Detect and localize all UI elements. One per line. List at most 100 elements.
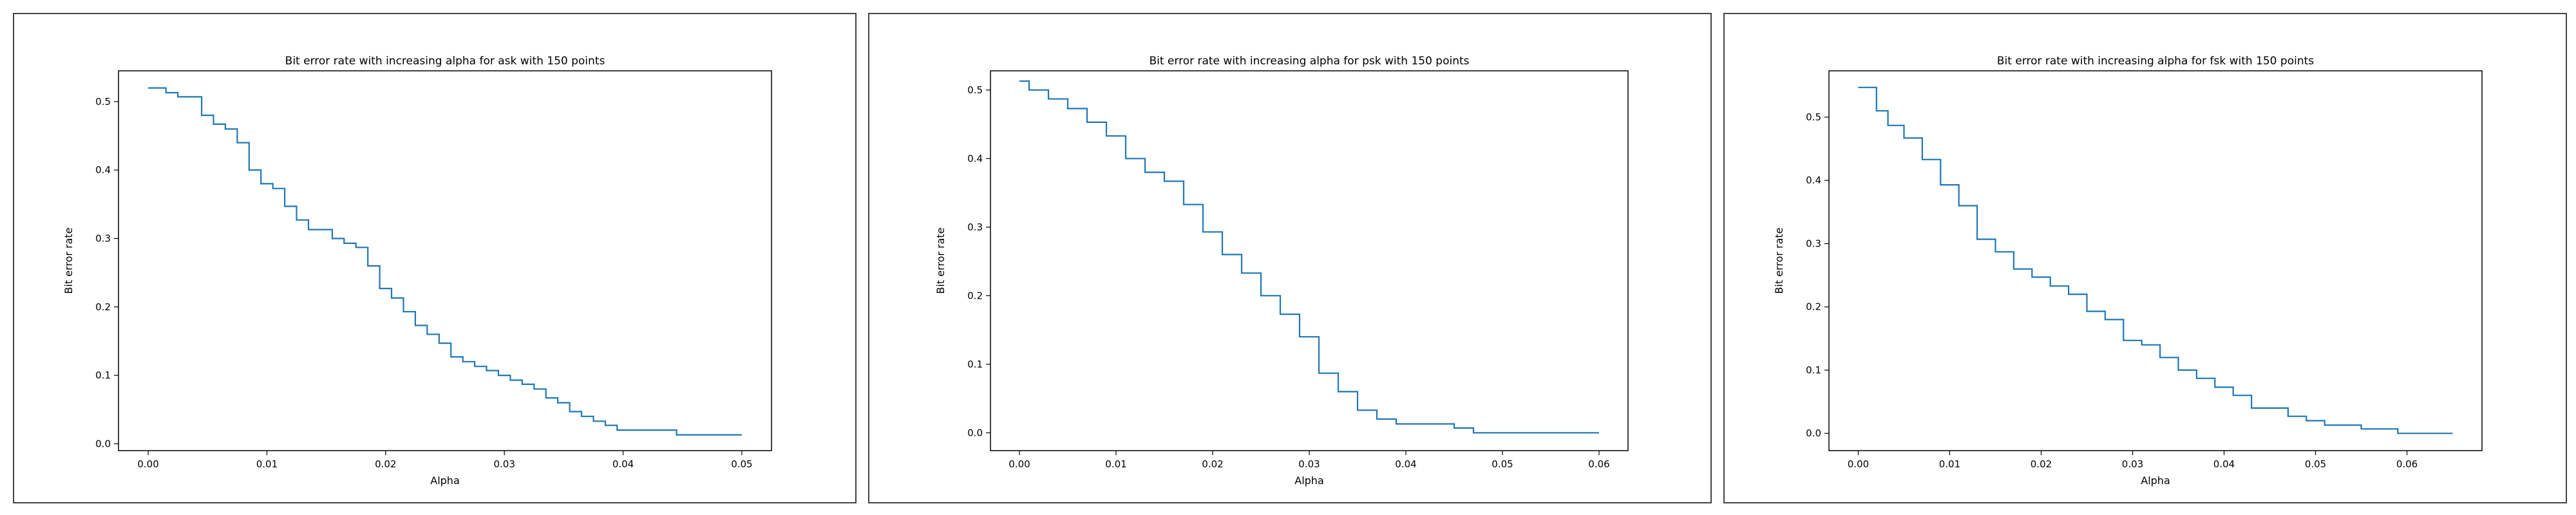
ask-data-point xyxy=(527,384,529,385)
psk-x-tick-label: 0.05 xyxy=(1492,458,1513,470)
ask-x-tick-label: 0.03 xyxy=(493,458,515,470)
ask-data-point xyxy=(409,311,410,312)
psk-ber-line xyxy=(1019,80,1599,434)
fsk-y-tick-label: 0.1 xyxy=(1806,364,1821,376)
ask-data-point xyxy=(266,183,267,184)
psk-x-tick-label: 0.01 xyxy=(1105,458,1126,470)
psk-data-point xyxy=(1463,427,1464,429)
psk-x-tick-label: 0.03 xyxy=(1298,458,1320,470)
fsk-data-point xyxy=(2187,370,2188,371)
chart-panel-fsk: Bit error rate with increasing alpha for… xyxy=(1723,13,2567,503)
ask-data-point xyxy=(575,411,576,412)
ask-data-point xyxy=(658,429,659,431)
psk-data-point xyxy=(1598,432,1600,433)
fsk-data-point xyxy=(2406,433,2407,434)
psk-data-point xyxy=(1579,432,1580,433)
psk-data-point xyxy=(1367,409,1368,411)
ask-data-point xyxy=(195,96,196,97)
fsk-data-point xyxy=(1871,87,1873,88)
psk-y-tick-label: 0.5 xyxy=(967,84,983,96)
psk-data-point xyxy=(1386,418,1387,420)
fsk-x-axis-label: Alpha xyxy=(2141,474,2170,487)
psk-data-point xyxy=(1425,423,1426,424)
psk-data-point xyxy=(1560,432,1561,433)
ask-data-point xyxy=(219,124,220,125)
fsk-data-point xyxy=(2077,294,2078,295)
psk-axes-frame xyxy=(990,70,1629,451)
ask-data-point xyxy=(159,87,160,88)
fsk-x-tick-label: 0.05 xyxy=(2305,458,2326,470)
psk-data-point xyxy=(1057,98,1059,100)
ask-data-point xyxy=(729,434,730,435)
ask-data-point xyxy=(611,425,612,426)
ask-x-tick-label: 0.02 xyxy=(375,458,396,470)
ask-data-point xyxy=(563,402,564,403)
psk-chart-title: Bit error rate with increasing alpha for… xyxy=(1149,55,1469,68)
fsk-data-point xyxy=(2370,428,2371,429)
fsk-y-tick-label: 0.2 xyxy=(1806,301,1821,313)
fsk-x-tick-label: 0.04 xyxy=(2213,458,2235,470)
psk-data-point xyxy=(1502,432,1503,433)
ask-x-tick-label: 0.00 xyxy=(137,458,158,470)
psk-x-tick-label: 0.00 xyxy=(1009,458,1030,470)
ask-data-point xyxy=(397,297,398,299)
ask-x-tick-label: 0.04 xyxy=(612,458,634,470)
psk-data-point xyxy=(1135,158,1136,159)
ask-data-point xyxy=(278,188,279,189)
ask-ber-line xyxy=(148,87,742,436)
fsk-y-tick-label: 0.0 xyxy=(1806,427,1821,439)
fsk-data-point xyxy=(2260,407,2261,409)
psk-x-tick-label: 0.02 xyxy=(1202,458,1223,470)
fsk-data-point xyxy=(2132,340,2133,341)
ask-data-point xyxy=(326,229,327,230)
ask-data-point xyxy=(171,92,173,93)
ask-data-point xyxy=(314,229,315,230)
ask-data-point xyxy=(682,434,683,435)
fsk-data-point xyxy=(2297,416,2298,417)
fsk-data-point xyxy=(1931,159,1932,160)
fsk-y-axis-label: Bit error rate xyxy=(1773,227,1785,294)
psk-data-point xyxy=(1115,135,1117,136)
fsk-y-tick-label: 0.3 xyxy=(1806,238,1821,249)
fsk-data-point xyxy=(1880,110,1882,111)
ask-data-point xyxy=(551,397,553,398)
ask-y-tick-label: 0.5 xyxy=(95,96,111,108)
ask-data-point xyxy=(670,429,671,431)
ask-data-point xyxy=(456,356,457,357)
fsk-data-point xyxy=(2278,407,2280,409)
ask-data-point xyxy=(207,115,208,116)
psk-data-point xyxy=(1328,373,1329,374)
fsk-y-tick-label: 0.5 xyxy=(1806,111,1821,123)
fsk-data-point xyxy=(1913,137,1914,138)
psk-x-tick-label: 0.04 xyxy=(1395,458,1416,470)
fsk-data-point xyxy=(2004,251,2005,252)
ask-data-point xyxy=(183,96,184,97)
fsk-data-point xyxy=(2059,285,2060,286)
ask-data-point xyxy=(349,243,350,244)
fsk-data-point xyxy=(1894,125,1895,126)
psk-y-tick-label: 0.2 xyxy=(967,290,983,301)
psk-data-point xyxy=(1347,391,1349,392)
fsk-data-point xyxy=(2452,433,2453,434)
ask-x-tick-label: 0.05 xyxy=(731,458,752,470)
ask-data-point xyxy=(516,379,517,380)
fsk-x-tick-label: 0.00 xyxy=(1848,458,1869,470)
ask-data-point xyxy=(539,388,540,389)
fsk-data-point xyxy=(2168,357,2170,358)
fsk-y-tick-label: 0.4 xyxy=(1806,174,1821,186)
ask-data-point xyxy=(302,220,303,221)
fsk-data-point xyxy=(2150,344,2152,346)
fsk-data-point xyxy=(1967,205,1969,206)
fsk-data-point xyxy=(2223,386,2224,388)
psk-data-point xyxy=(1193,204,1194,205)
ask-y-axis-label: Bit error rate xyxy=(62,227,75,294)
psk-data-point xyxy=(1077,108,1078,109)
ask-data-point xyxy=(432,333,433,335)
psk-y-axis-label: Bit error rate xyxy=(934,227,947,294)
psk-data-point xyxy=(1444,423,1445,424)
psk-y-tick-label: 0.3 xyxy=(967,221,983,233)
psk-data-point xyxy=(1482,432,1484,433)
ask-data-point xyxy=(634,429,636,431)
fsk-data-point xyxy=(2022,268,2023,270)
ask-data-point xyxy=(290,205,291,207)
